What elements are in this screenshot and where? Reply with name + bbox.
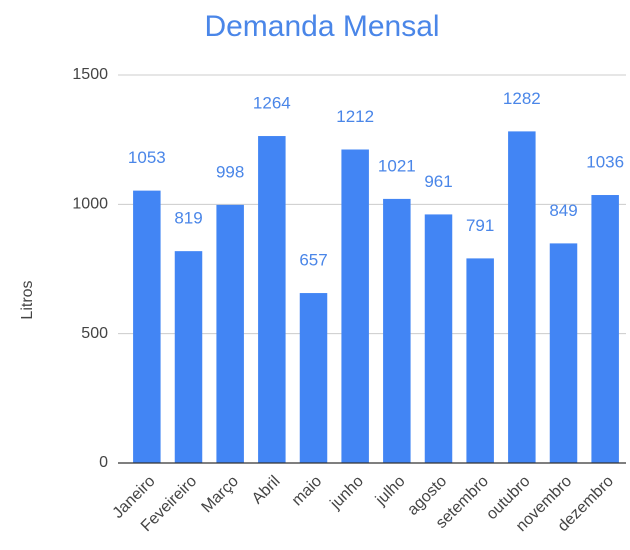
x-tick-label: junho [327,473,367,513]
bar [258,136,286,463]
value-label: 1053 [128,148,166,167]
x-tick-label: maio [289,473,326,510]
y-tick-label: 0 [99,454,108,471]
bar [383,198,411,463]
x-tick-label: Março [199,473,243,517]
value-label: 1021 [378,156,416,175]
value-label: 819 [174,209,202,228]
value-label: 791 [466,216,494,235]
value-label: 998 [216,162,244,181]
bar [174,251,203,463]
y-tick-label: 500 [81,325,108,342]
bar [508,131,536,463]
bar [424,214,453,463]
bar [341,149,369,463]
value-label: 657 [299,251,327,270]
y-tick-label: 1500 [72,66,108,83]
value-label: 1264 [253,94,291,113]
value-label: 1036 [586,153,624,172]
y-tick-label: 1000 [72,196,108,213]
bar [133,190,161,463]
bar [299,293,328,463]
bar [466,258,494,463]
x-tick-label: julho [372,473,409,510]
bar [216,204,244,464]
value-label: 849 [549,201,577,220]
x-tick-label: Abril [249,473,284,508]
y-axis-title: Litros [19,280,36,319]
bar [549,243,578,463]
chart-title: Demanda Mensal [204,10,439,43]
value-label: 961 [424,172,452,191]
bar [591,195,619,463]
value-label: 1282 [503,89,541,108]
value-label: 1212 [336,107,374,126]
